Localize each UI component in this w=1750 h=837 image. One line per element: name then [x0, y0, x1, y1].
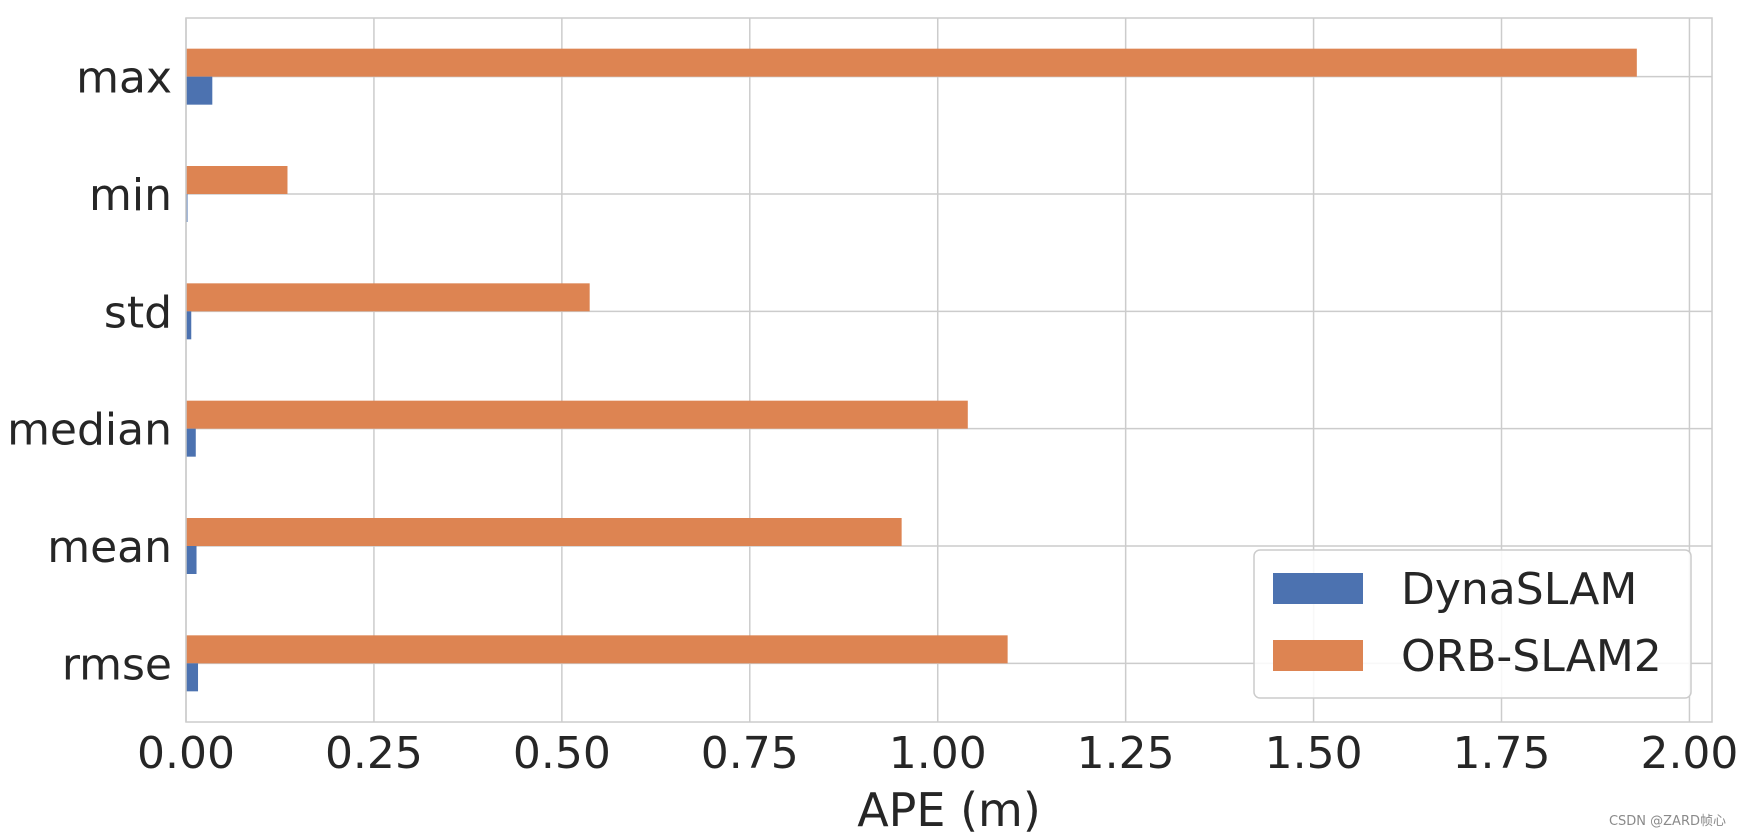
y-tick-label-min: min	[89, 170, 172, 221]
bar-orb-slam2-mean	[186, 518, 902, 546]
bar-orb-slam2-min	[186, 166, 288, 194]
y-tick-label-max: max	[76, 53, 172, 104]
x-tick-labels: 0.00 0.25 0.50 0.75 1.00 1.25 1.50 1.75 2.00	[137, 728, 1738, 779]
bar-dynaslam-min	[186, 194, 188, 222]
legend-box	[1253, 549, 1692, 699]
x-tick-label: 1.50	[1265, 728, 1363, 779]
legend-label-dynaslam: DynaSLAM	[1401, 564, 1637, 615]
x-tick-label: 2.00	[1640, 728, 1738, 779]
x-tick-label: 1.00	[889, 728, 987, 779]
x-tick-label: 1.25	[1077, 728, 1175, 779]
legend-swatch-dynaslam	[1273, 573, 1363, 604]
bar-dynaslam-std	[186, 311, 192, 340]
bar-orb-slam2-std	[186, 283, 590, 312]
bar-dynaslam-rmse	[186, 663, 199, 692]
bar-dynaslam-median	[186, 428, 196, 457]
x-tick-label: 0.75	[701, 728, 799, 779]
y-tick-label-rmse: rmse	[62, 639, 172, 690]
x-tick-label: 0.00	[137, 728, 235, 779]
bars	[186, 48, 1637, 692]
bar-orb-slam2-max	[186, 48, 1637, 77]
bar-dynaslam-mean	[186, 546, 197, 574]
x-tick-label: 0.50	[513, 728, 611, 779]
plot-frame	[185, 17, 1713, 723]
bar-orb-slam2-rmse	[186, 635, 1008, 664]
y-tick-labels: max min std median mean rmse	[7, 53, 172, 691]
bar-orb-slam2-median	[186, 400, 968, 429]
x-tick-label: 0.25	[325, 728, 423, 779]
y-tick-label-mean: mean	[47, 522, 172, 573]
bar-dynaslam-max	[186, 76, 213, 105]
y-tick-label-std: std	[104, 287, 172, 338]
legend-swatch-orb-slam2	[1273, 640, 1363, 671]
legend-label-orb-slam2: ORB-SLAM2	[1401, 631, 1662, 682]
x-axis-label: APE (m)	[857, 783, 1041, 837]
watermark: CSDN @ZARD帧心	[1608, 814, 1726, 829]
y-tick-label-median: median	[7, 405, 172, 456]
legend: DynaSLAM ORB-SLAM2	[1253, 549, 1692, 699]
x-tick-label: 1.75	[1453, 728, 1551, 779]
